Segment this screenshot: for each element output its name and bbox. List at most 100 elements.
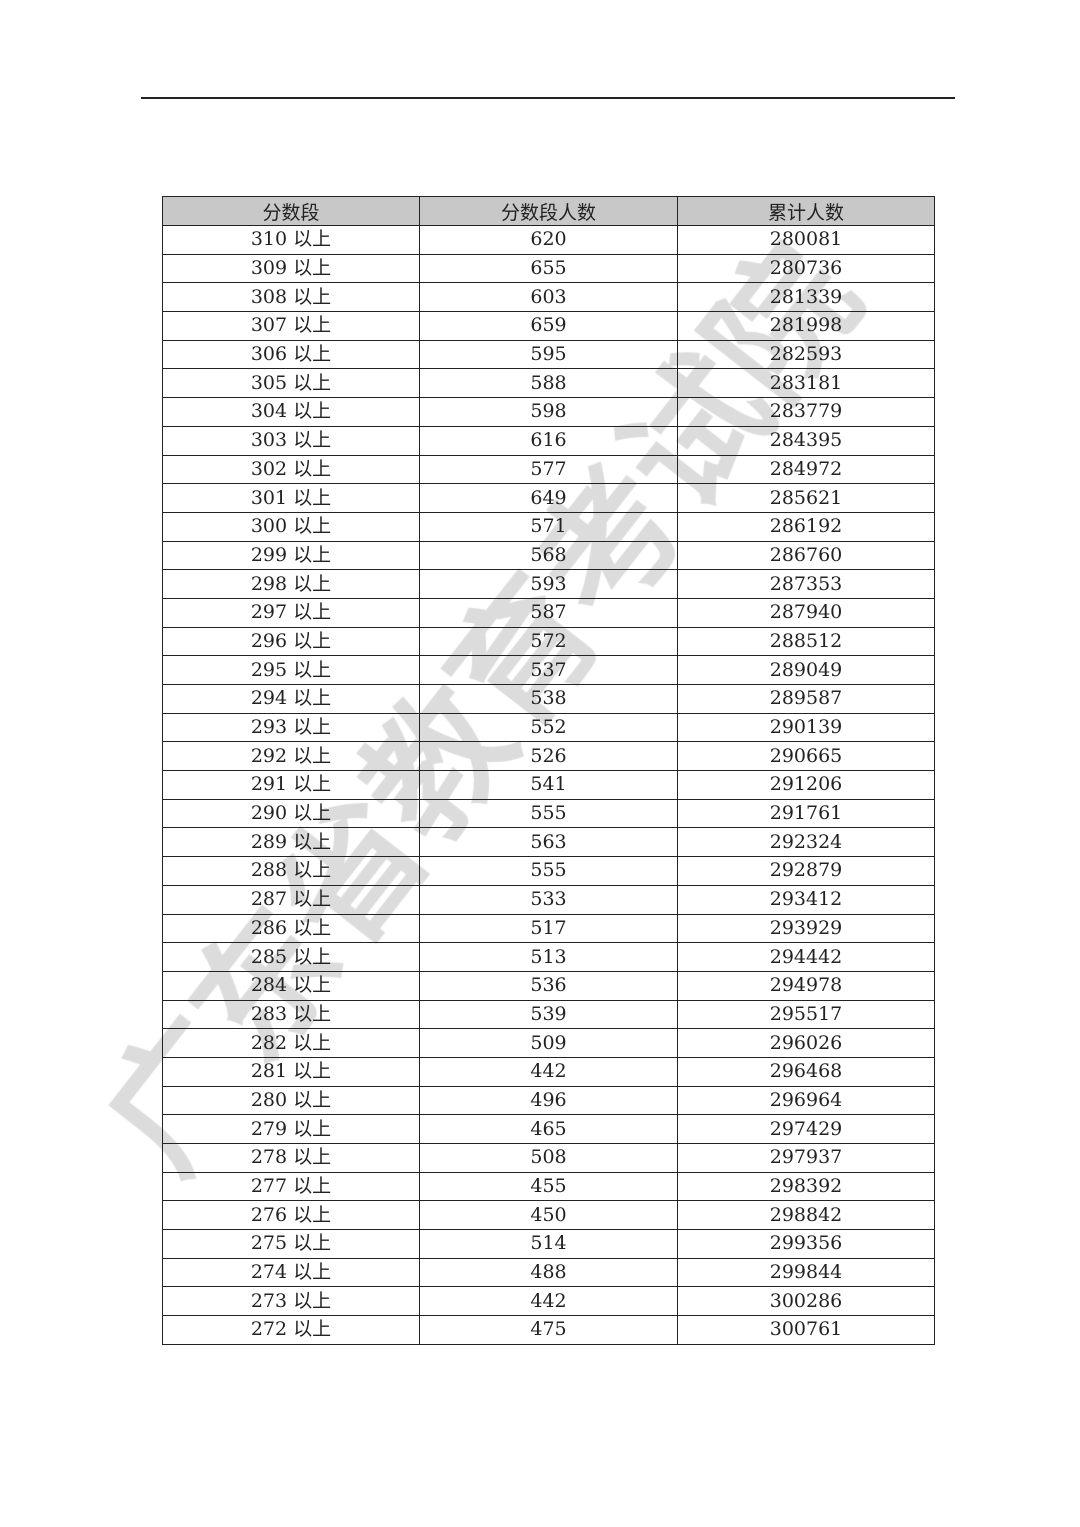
cumulative-cell: 280081 — [677, 225, 935, 255]
count-cell: 442 — [419, 1056, 678, 1087]
count-cell: 572 — [419, 626, 678, 657]
count-cell: 649 — [419, 483, 678, 513]
cumulative-cell: 290139 — [677, 712, 935, 743]
table-row: 292 以上 526 290665 — [162, 741, 935, 772]
cumulative-cell: 281339 — [677, 282, 935, 313]
table-row: 301 以上 649 285621 — [162, 483, 935, 513]
count-cell: 541 — [419, 770, 678, 800]
table-row: 280 以上 496 296964 — [162, 1085, 935, 1116]
score-range-cell: 303 以上 — [162, 425, 420, 456]
cumulative-cell: 300761 — [677, 1315, 935, 1345]
table-row: 302 以上 577 284972 — [162, 454, 935, 485]
score-range-cell: 310 以上 — [162, 225, 420, 255]
cumulative-cell: 291761 — [677, 798, 935, 829]
score-range-cell: 286 以上 — [162, 913, 420, 944]
score-range-cell: 306 以上 — [162, 339, 420, 370]
cumulative-cell: 299844 — [677, 1257, 935, 1288]
score-range-cell: 277 以上 — [162, 1171, 420, 1202]
count-cell: 588 — [419, 368, 678, 399]
count-cell: 598 — [419, 397, 678, 427]
count-cell: 571 — [419, 511, 678, 542]
cumulative-cell: 287353 — [677, 569, 935, 599]
cumulative-cell: 296964 — [677, 1085, 935, 1116]
cumulative-cell: 281998 — [677, 311, 935, 341]
count-cell: 555 — [419, 856, 678, 886]
count-cell: 442 — [419, 1286, 678, 1317]
cumulative-cell: 300286 — [677, 1286, 935, 1317]
cumulative-cell: 290665 — [677, 741, 935, 772]
cumulative-cell: 297937 — [677, 1143, 935, 1173]
count-cell: 514 — [419, 1229, 678, 1259]
table-row: 305 以上 588 283181 — [162, 368, 935, 399]
count-cell: 539 — [419, 999, 678, 1030]
table-row: 287 以上 533 293412 — [162, 884, 935, 915]
count-cell: 563 — [419, 827, 678, 858]
cumulative-cell: 294442 — [677, 942, 935, 972]
cumulative-cell: 298842 — [677, 1200, 935, 1231]
table-header-row: 分数段 分数段人数 累计人数 — [162, 196, 935, 226]
score-range-cell: 273 以上 — [162, 1286, 420, 1317]
cumulative-cell: 289587 — [677, 684, 935, 714]
score-range-cell: 308 以上 — [162, 282, 420, 313]
column-header-cumulative: 累计人数 — [677, 196, 935, 226]
table-row: 308 以上 603 281339 — [162, 282, 935, 313]
score-range-cell: 293 以上 — [162, 712, 420, 743]
count-cell: 475 — [419, 1315, 678, 1345]
cumulative-cell: 293929 — [677, 913, 935, 944]
table-row: 273 以上 442 300286 — [162, 1286, 935, 1317]
count-cell: 533 — [419, 884, 678, 915]
score-range-cell: 287 以上 — [162, 884, 420, 915]
count-cell: 587 — [419, 597, 678, 628]
count-cell: 659 — [419, 311, 678, 341]
count-cell: 620 — [419, 225, 678, 255]
count-cell: 568 — [419, 540, 678, 571]
count-cell: 488 — [419, 1257, 678, 1288]
cumulative-cell: 295517 — [677, 999, 935, 1030]
table-row: 285 以上 513 294442 — [162, 942, 935, 972]
header-rule — [141, 97, 955, 99]
count-cell: 655 — [419, 253, 678, 284]
cumulative-cell: 296026 — [677, 1028, 935, 1058]
cumulative-cell: 284395 — [677, 425, 935, 456]
table-row: 310 以上 620 280081 — [162, 225, 935, 255]
table-row: 284 以上 536 294978 — [162, 970, 935, 1001]
table-row: 283 以上 539 295517 — [162, 999, 935, 1030]
cumulative-cell: 283181 — [677, 368, 935, 399]
count-cell: 538 — [419, 684, 678, 714]
table-row: 286 以上 517 293929 — [162, 913, 935, 944]
count-cell: 593 — [419, 569, 678, 599]
score-range-cell: 285 以上 — [162, 942, 420, 972]
table-row: 309 以上 655 280736 — [162, 253, 935, 284]
count-cell: 603 — [419, 282, 678, 313]
score-range-cell: 302 以上 — [162, 454, 420, 485]
table-row: 297 以上 587 287940 — [162, 597, 935, 628]
count-cell: 616 — [419, 425, 678, 456]
table-row: 307 以上 659 281998 — [162, 311, 935, 341]
count-cell: 577 — [419, 454, 678, 485]
count-cell: 508 — [419, 1143, 678, 1173]
score-range-cell: 291 以上 — [162, 770, 420, 800]
cumulative-cell: 292879 — [677, 856, 935, 886]
count-cell: 455 — [419, 1171, 678, 1202]
cumulative-cell: 288512 — [677, 626, 935, 657]
score-range-cell: 289 以上 — [162, 827, 420, 858]
score-range-cell: 284 以上 — [162, 970, 420, 1001]
cumulative-cell: 291206 — [677, 770, 935, 800]
table-row: 272 以上 475 300761 — [162, 1315, 935, 1345]
table-row: 278 以上 508 297937 — [162, 1143, 935, 1173]
cumulative-cell: 285621 — [677, 483, 935, 513]
score-range-cell: 294 以上 — [162, 684, 420, 714]
cumulative-cell: 286760 — [677, 540, 935, 571]
table-row: 277 以上 455 298392 — [162, 1171, 935, 1202]
cumulative-cell: 293412 — [677, 884, 935, 915]
cumulative-cell: 299356 — [677, 1229, 935, 1259]
cumulative-cell: 298392 — [677, 1171, 935, 1202]
column-header-score-range: 分数段 — [162, 196, 420, 226]
table-row: 304 以上 598 283779 — [162, 397, 935, 427]
table-row: 289 以上 563 292324 — [162, 827, 935, 858]
cumulative-cell: 280736 — [677, 253, 935, 284]
column-header-count: 分数段人数 — [419, 196, 678, 226]
score-distribution-table: 分数段 分数段人数 累计人数 310 以上 620 280081 309 以上 655 2… — [162, 196, 935, 1345]
score-range-cell: 283 以上 — [162, 999, 420, 1030]
cumulative-cell: 282593 — [677, 339, 935, 370]
